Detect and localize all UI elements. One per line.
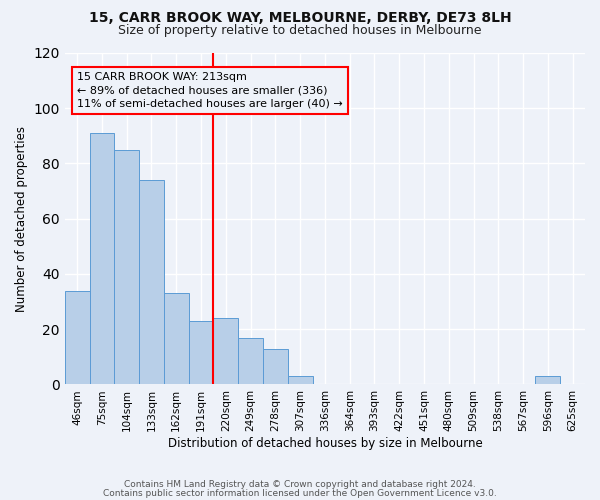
Bar [238, 338, 263, 384]
Bar [214, 318, 238, 384]
Text: Contains HM Land Registry data © Crown copyright and database right 2024.: Contains HM Land Registry data © Crown c… [124, 480, 476, 489]
Y-axis label: Number of detached properties: Number of detached properties [15, 126, 28, 312]
Bar [188, 321, 214, 384]
Bar [139, 180, 164, 384]
Bar [263, 348, 288, 384]
Text: Size of property relative to detached houses in Melbourne: Size of property relative to detached ho… [118, 24, 482, 37]
Text: 15 CARR BROOK WAY: 213sqm
← 89% of detached houses are smaller (336)
11% of semi: 15 CARR BROOK WAY: 213sqm ← 89% of detac… [77, 72, 343, 108]
Bar [535, 376, 560, 384]
Text: Contains public sector information licensed under the Open Government Licence v3: Contains public sector information licen… [103, 488, 497, 498]
X-axis label: Distribution of detached houses by size in Melbourne: Distribution of detached houses by size … [167, 437, 482, 450]
Bar [115, 150, 139, 384]
Bar [65, 290, 89, 384]
Text: 15, CARR BROOK WAY, MELBOURNE, DERBY, DE73 8LH: 15, CARR BROOK WAY, MELBOURNE, DERBY, DE… [89, 11, 511, 25]
Bar [288, 376, 313, 384]
Bar [164, 294, 188, 384]
Bar [89, 133, 115, 384]
